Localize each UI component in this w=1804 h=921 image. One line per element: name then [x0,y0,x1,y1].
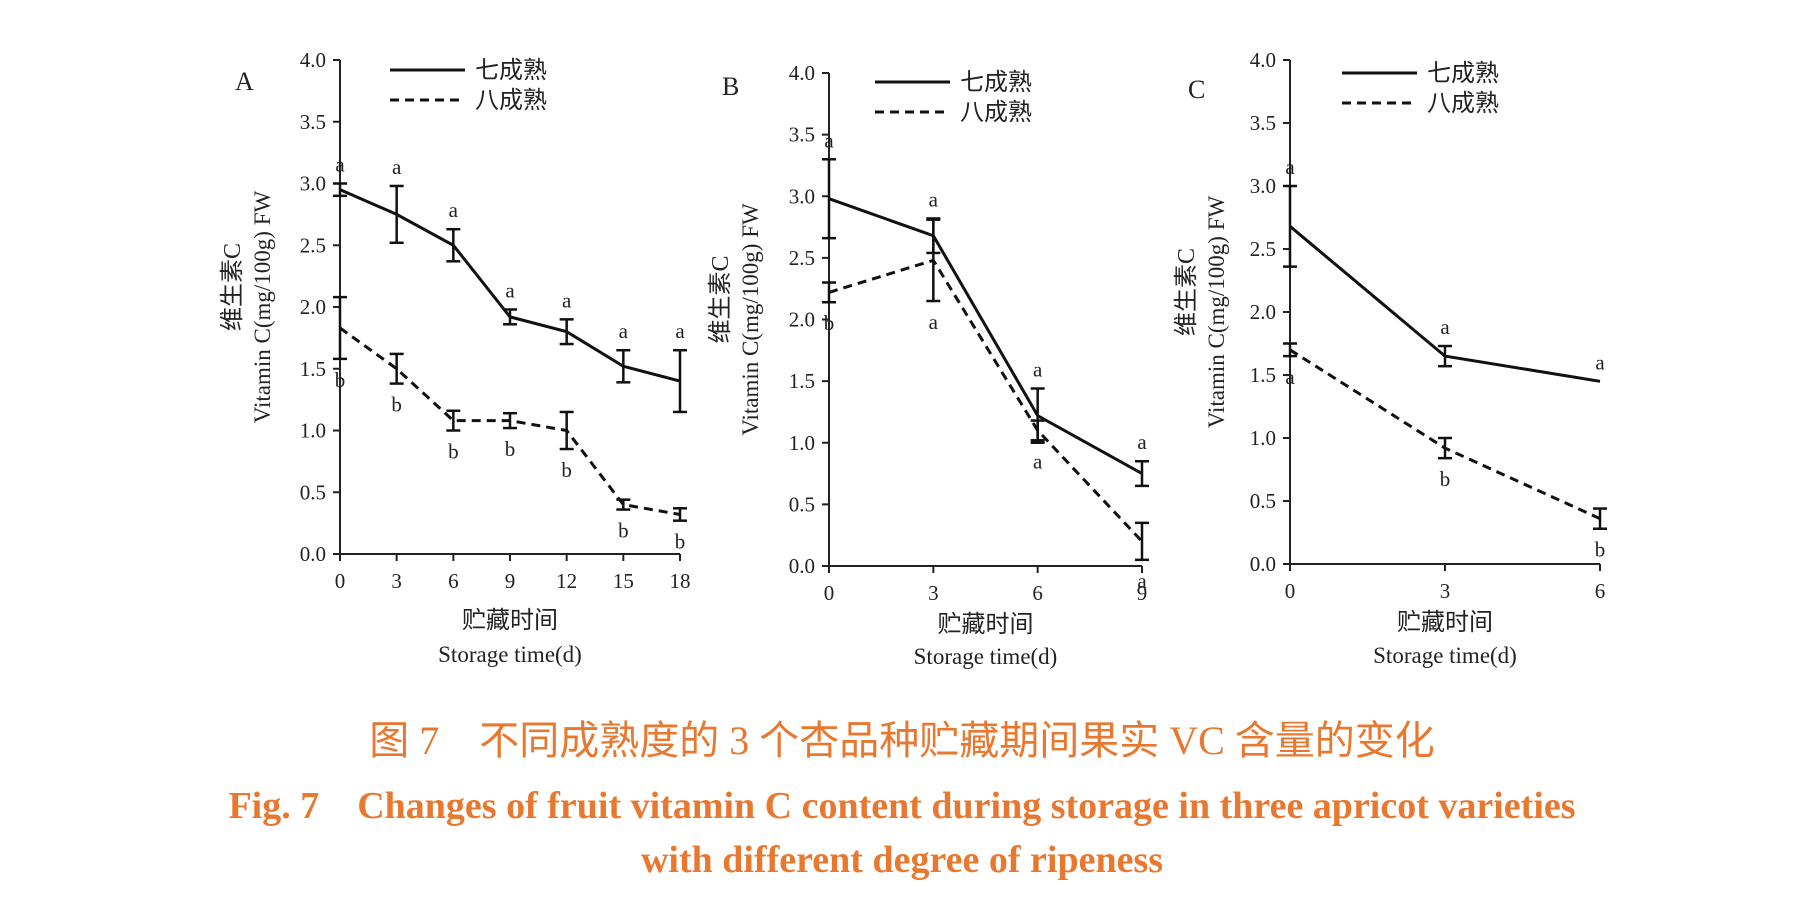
panel-b-ytick-label: 0.0 [789,554,815,578]
panel-b-xtick-label: 0 [824,581,835,605]
panel-b-ytick-label: 1.0 [789,431,815,455]
panel-c-xlabel-cn: 贮藏时间 [1397,609,1493,636]
panel-a-significance-letter: b [448,440,459,464]
panel-a-ytick-label: 1.5 [300,357,326,381]
panel-a-ytick-label: 1.0 [300,419,326,443]
panel-a-significance-letter: b [618,519,629,543]
panel-a-significance-letter: b [505,437,516,461]
panel-b-ytick-label: 2.5 [789,246,815,270]
panel-b-ytick-label: 0.5 [789,492,815,516]
panel-b-significance-letter: a [929,310,939,334]
panel-a-xtick-label: 18 [670,569,691,593]
panel-a-significance-letter: a [505,278,515,302]
panel-a-legend-label: 八成熟 [475,87,547,114]
panel-a-xtick-label: 3 [391,569,402,593]
caption-english-line-1: Fig. 7 Changes of fruit vitamin C conten… [228,785,1576,827]
panel-a-ylabel-cn: 维生素C [219,243,246,331]
panel-a-significance-letter: b [391,393,402,417]
panel-b-ytick-label: 2.0 [789,308,815,332]
panel-c-ytick-label: 0.0 [1250,552,1276,576]
panel-c-legend-label: 八成熟 [1427,90,1499,117]
panel-c-ylabel-en: Vitamin C(mg/100g) FW [1204,195,1229,428]
panel-b-significance-letter: b [824,311,835,335]
panel-b-ytick-label: 3.5 [789,123,815,147]
panel-a-significance-letter: a [675,319,685,343]
panel-b-significance-letter: a [824,128,834,152]
panel-a-ylabel-en: Vitamin C(mg/100g) FW [250,190,275,423]
panel-c-significance-letter: a [1595,350,1605,374]
panel-c-ytick-label: 3.0 [1250,174,1276,198]
panel-c-ytick-label: 3.5 [1250,111,1276,135]
panel-a-xtick-label: 15 [613,569,634,593]
panel-c-ytick-label: 4.0 [1250,48,1276,72]
panel-c-xlabel-en: Storage time(d) [1373,643,1517,668]
panel-c-ytick-label: 0.5 [1250,489,1276,513]
panel-b-xlabel-en: Storage time(d) [914,644,1058,669]
panel-c-significance-letter: a [1285,365,1295,389]
panel-c-ylabel-cn: 维生素C [1173,248,1200,336]
panel-a-xtick-label: 0 [335,569,346,593]
panel-c-xtick-label: 0 [1285,579,1296,603]
panel-a-xtick-label: 12 [556,569,577,593]
panel-a-xtick-label: 9 [505,569,516,593]
panel-c-ytick-label: 2.0 [1250,300,1276,324]
caption-chinese: 图 7 不同成熟度的 3 个杏品种贮藏期间果实 VC 含量的变化 [369,718,1435,763]
panel-a-ytick-label: 2.0 [300,295,326,319]
panel-b-significance-letter: a [929,187,939,211]
panel-c-xtick-label: 3 [1440,579,1451,603]
panel-a-ytick-label: 3.5 [300,110,326,134]
panel-b-ylabel-cn: 维生素C [707,255,734,343]
panel-b-significance-letter: a [1137,430,1147,454]
panel-b-significance-letter: a [1137,569,1147,593]
panel-c-significance-letter: b [1440,467,1451,491]
panel-a-significance-letter: a [392,155,402,179]
panel-a-ytick-label: 0.0 [300,542,326,566]
panel-c-ytick-label: 1.5 [1250,363,1276,387]
panel-a-significance-letter: a [562,288,572,312]
panel-b-series-line [828,197,1143,475]
panel-a-significance-letter: a [335,153,345,177]
panel-b-xtick-label: 3 [928,581,939,605]
panel-a-xtick-label: 6 [448,569,459,593]
panel-b-xtick-label: 9 [1137,581,1148,605]
panel-b-legend-label: 七成熟 [960,69,1032,96]
panel-b-label: B [722,72,739,101]
panel-c-label: C [1188,75,1205,104]
panel-a-xlabel-cn: 贮藏时间 [462,607,558,634]
panel-a-ytick-label: 3.0 [300,172,326,196]
panel-b-ytick-label: 4.0 [789,61,815,85]
panel-a-label: A [235,67,254,96]
panel-c-significance-letter: a [1440,315,1450,339]
panel-b-ytick-label: 1.5 [789,369,815,393]
panel-c-legend-label: 七成熟 [1427,60,1499,87]
panel-a-ytick-label: 4.0 [300,48,326,72]
panel-b-significance-letter: a [1033,449,1043,473]
panel-c-xtick-label: 6 [1595,579,1606,603]
panel-c-ytick-label: 2.5 [1250,237,1276,261]
panel-a-ytick-label: 2.5 [300,233,326,257]
panel-b-ytick-label: 3.0 [789,184,815,208]
panel-a-significance-letter: b [675,530,686,554]
panel-b-legend-label: 八成熟 [960,99,1032,126]
panel-a-significance-letter: a [619,319,629,343]
panel-c-significance-letter: a [1285,155,1295,179]
panel-b-ylabel-en: Vitamin C(mg/100g) FW [738,203,763,436]
panel-b-significance-letter: a [1033,358,1043,382]
panel-a-significance-letter: a [449,198,459,222]
panel-a-xlabel-en: Storage time(d) [438,642,582,667]
panel-c-significance-letter: b [1595,538,1606,562]
panel-b-xlabel-cn: 贮藏时间 [938,611,1034,638]
caption-english-line-2: with different degree of ripeness [640,839,1164,881]
panel-b-xtick-label: 6 [1032,581,1043,605]
panel-a-ytick-label: 0.5 [300,480,326,504]
panel-c-ytick-label: 1.0 [1250,426,1276,450]
panel-a-significance-letter: b [561,458,572,482]
panel-a-legend-label: 七成熟 [475,57,547,84]
panel-a-significance-letter: b [335,368,346,392]
panel-b-series-line [828,258,1144,543]
